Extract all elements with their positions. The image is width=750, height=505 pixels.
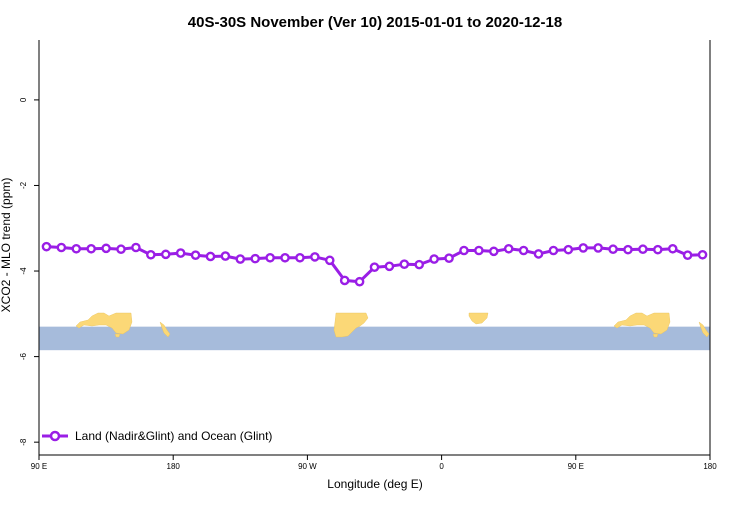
- data-point: [593, 243, 603, 253]
- data-point: [86, 243, 96, 254]
- data-point: [623, 244, 633, 255]
- data-point: [131, 242, 141, 253]
- data-point: [697, 249, 708, 260]
- data-point: [399, 259, 410, 269]
- legend: Land (Nadir&Glint) and Ocean (Glint): [42, 429, 272, 443]
- data-point: [578, 243, 589, 253]
- data-point: [146, 249, 156, 260]
- data-point: [280, 252, 290, 263]
- data-point: [429, 254, 439, 264]
- map-land-new-zealand: [159, 321, 171, 338]
- axes: 0 -2 -4 -6 -8 90 E 180 90 W 0 90 E 180: [19, 40, 717, 471]
- data-point: [667, 243, 678, 254]
- data-point: [56, 242, 67, 253]
- data-point: [295, 252, 305, 263]
- data-point: [205, 251, 216, 262]
- y-tick-label: -4: [19, 267, 28, 275]
- data-point: [235, 254, 246, 264]
- data-point: [533, 249, 544, 259]
- data-point: [101, 243, 111, 254]
- data-point: [369, 262, 380, 272]
- data-point: [384, 261, 395, 272]
- map-land-africa: [468, 312, 489, 325]
- data-point: [653, 244, 663, 255]
- y-axis-label: XCO2 - MLO trend (ppm): [0, 178, 13, 313]
- x-tick-label: 90 W: [298, 462, 317, 471]
- x-axis-label: Longitude (deg E): [327, 477, 422, 491]
- data-point: [324, 255, 335, 266]
- map-land-tasmania: [114, 333, 121, 338]
- y-tick-label: -2: [19, 181, 28, 189]
- data-point: [265, 252, 275, 263]
- data-point: [503, 243, 514, 254]
- data-point: [548, 245, 559, 256]
- x-tick-label: 180: [167, 462, 181, 471]
- data-point: [682, 250, 693, 261]
- data-point: [444, 253, 454, 263]
- data-point: [116, 244, 126, 255]
- x-tick-label: 90 E: [31, 462, 47, 471]
- data-point: [310, 252, 320, 262]
- y-tick-label: 0: [19, 97, 28, 102]
- series-layer: [41, 241, 708, 287]
- y-tick-label: -8: [19, 438, 28, 446]
- data-point: [190, 250, 201, 261]
- chart-title: 40S-30S November (Ver 10) 2015-01-01 to …: [188, 14, 562, 31]
- legend-marker: [49, 430, 61, 442]
- map-strip: [39, 312, 710, 351]
- data-point: [563, 244, 574, 255]
- data-point: [339, 275, 350, 286]
- x-tick-label: 180: [703, 462, 717, 471]
- data-point: [459, 245, 469, 256]
- y-tick-label: -6: [19, 352, 28, 360]
- map-land-south-america: [333, 312, 369, 338]
- map-land-new-zealand-2: [698, 321, 710, 338]
- data-point: [488, 246, 499, 257]
- data-point: [414, 259, 425, 270]
- data-point: [160, 249, 171, 260]
- data-point: [638, 244, 648, 255]
- legend-label: Land (Nadir&Glint) and Ocean (Glint): [75, 429, 272, 443]
- data-point: [41, 241, 52, 252]
- data-point: [220, 251, 231, 261]
- map-land-australia: [75, 312, 133, 335]
- map-land-tasmania-2: [652, 333, 659, 338]
- data-point: [474, 245, 484, 256]
- data-point: [175, 248, 186, 258]
- data-point: [608, 244, 618, 255]
- data-point: [250, 253, 261, 264]
- x-tick-label: 90 E: [568, 462, 584, 471]
- data-point: [354, 276, 365, 287]
- data-point: [71, 243, 82, 254]
- map-land-australia-2: [613, 312, 671, 335]
- x-tick-label: 0: [439, 462, 444, 471]
- map-ocean: [39, 326, 710, 351]
- data-point: [518, 245, 529, 256]
